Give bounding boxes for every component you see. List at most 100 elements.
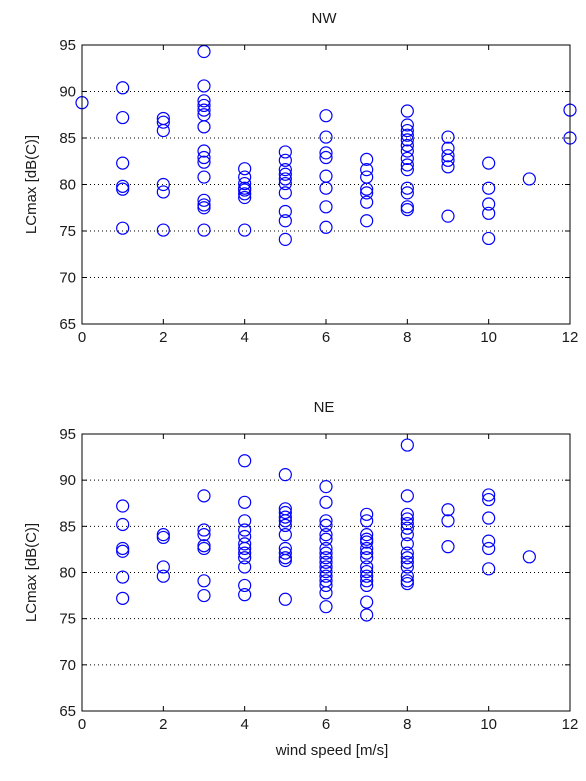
data-point xyxy=(197,193,211,207)
y-tick-label: 80 xyxy=(59,565,76,582)
y-tick-label: 65 xyxy=(59,316,76,333)
data-point xyxy=(197,155,211,169)
x-tick-label: 12 xyxy=(562,329,579,346)
data-point xyxy=(278,153,292,167)
data-point xyxy=(482,231,496,246)
data-point xyxy=(319,546,333,560)
data-point xyxy=(400,123,414,138)
data-point xyxy=(116,156,130,170)
data-point xyxy=(238,454,252,468)
y-tick-label: 85 xyxy=(59,130,76,147)
data-point xyxy=(156,223,170,237)
data-point xyxy=(360,574,374,588)
y-tick-label: 65 xyxy=(59,703,76,720)
data-point xyxy=(238,495,252,509)
data-point xyxy=(238,170,252,184)
data-point xyxy=(116,517,130,532)
data-point xyxy=(400,574,414,588)
data-point xyxy=(400,528,414,542)
data-point xyxy=(400,555,414,569)
data-point xyxy=(400,507,414,521)
y-axis-label: LCmax [dB(C)] xyxy=(23,523,40,622)
data-point xyxy=(156,530,170,545)
y-tick-label: 95 xyxy=(59,37,76,54)
data-point xyxy=(319,518,333,533)
data-point xyxy=(441,149,455,163)
data-point xyxy=(360,569,374,583)
data-point xyxy=(197,528,211,542)
data-point xyxy=(360,195,374,209)
data-point xyxy=(319,569,333,583)
data-point xyxy=(197,79,211,93)
data-point xyxy=(156,123,170,138)
data-point xyxy=(319,541,333,556)
data-point xyxy=(482,511,496,525)
data-point xyxy=(116,499,130,513)
data-point xyxy=(238,551,252,565)
data-point xyxy=(278,167,292,181)
data-point xyxy=(156,115,170,129)
data-point xyxy=(482,534,496,548)
data-point xyxy=(197,144,211,158)
data-point xyxy=(197,94,211,108)
data-point xyxy=(400,438,414,452)
y-tick-label: 90 xyxy=(59,84,76,101)
data-point xyxy=(441,540,455,554)
data-point xyxy=(400,118,414,132)
data-point xyxy=(319,551,333,565)
data-point xyxy=(400,576,414,591)
data-point xyxy=(116,179,130,193)
data-point xyxy=(116,182,130,196)
data-point xyxy=(360,546,374,560)
data-point xyxy=(278,163,292,177)
data-point xyxy=(360,214,374,228)
x-tick-label: 0 xyxy=(78,716,86,733)
x-tick-label: 0 xyxy=(78,329,86,346)
data-point xyxy=(197,574,211,588)
data-point xyxy=(482,492,496,507)
data-point xyxy=(319,150,333,165)
data-point xyxy=(116,570,130,584)
data-point xyxy=(319,495,333,509)
data-point xyxy=(319,586,333,600)
data-point xyxy=(360,507,374,521)
data-point xyxy=(360,541,374,556)
data-point xyxy=(197,150,211,165)
data-point xyxy=(278,592,292,606)
data-point xyxy=(116,541,130,556)
y-tick-label: 85 xyxy=(59,518,76,535)
data-point xyxy=(238,514,252,528)
data-point xyxy=(360,528,374,542)
data-point xyxy=(238,162,252,176)
chart-panel-ne: NE LCmax [dB(C)] wind speed [m/s] 0 2 4 6 8 1… xyxy=(23,399,578,759)
data-point xyxy=(482,562,496,576)
data-point xyxy=(278,510,292,524)
data-point xyxy=(278,505,292,520)
data-point xyxy=(400,521,414,535)
y-tick-label: 70 xyxy=(59,270,76,287)
data-point xyxy=(278,176,292,191)
data-point xyxy=(319,555,333,569)
data-point xyxy=(197,541,211,556)
data-point xyxy=(238,560,252,574)
data-point xyxy=(400,489,414,503)
data-point xyxy=(197,223,211,237)
chart-title: NE xyxy=(314,399,335,416)
x-tick-label: 6 xyxy=(322,716,330,733)
x-tick-label: 4 xyxy=(240,329,248,346)
data-point xyxy=(238,223,252,237)
y-tick-label: 95 xyxy=(59,426,76,443)
data-point xyxy=(400,569,414,583)
data-point xyxy=(278,186,292,200)
data-point xyxy=(278,514,292,528)
data-point xyxy=(360,564,374,579)
data-point xyxy=(360,535,374,549)
data-point xyxy=(197,588,211,603)
data-point xyxy=(278,551,292,565)
data-point xyxy=(482,181,496,195)
data-point xyxy=(360,595,374,609)
x-tick-label: 2 xyxy=(159,716,167,733)
data-point xyxy=(319,480,333,494)
data-point xyxy=(197,489,211,503)
